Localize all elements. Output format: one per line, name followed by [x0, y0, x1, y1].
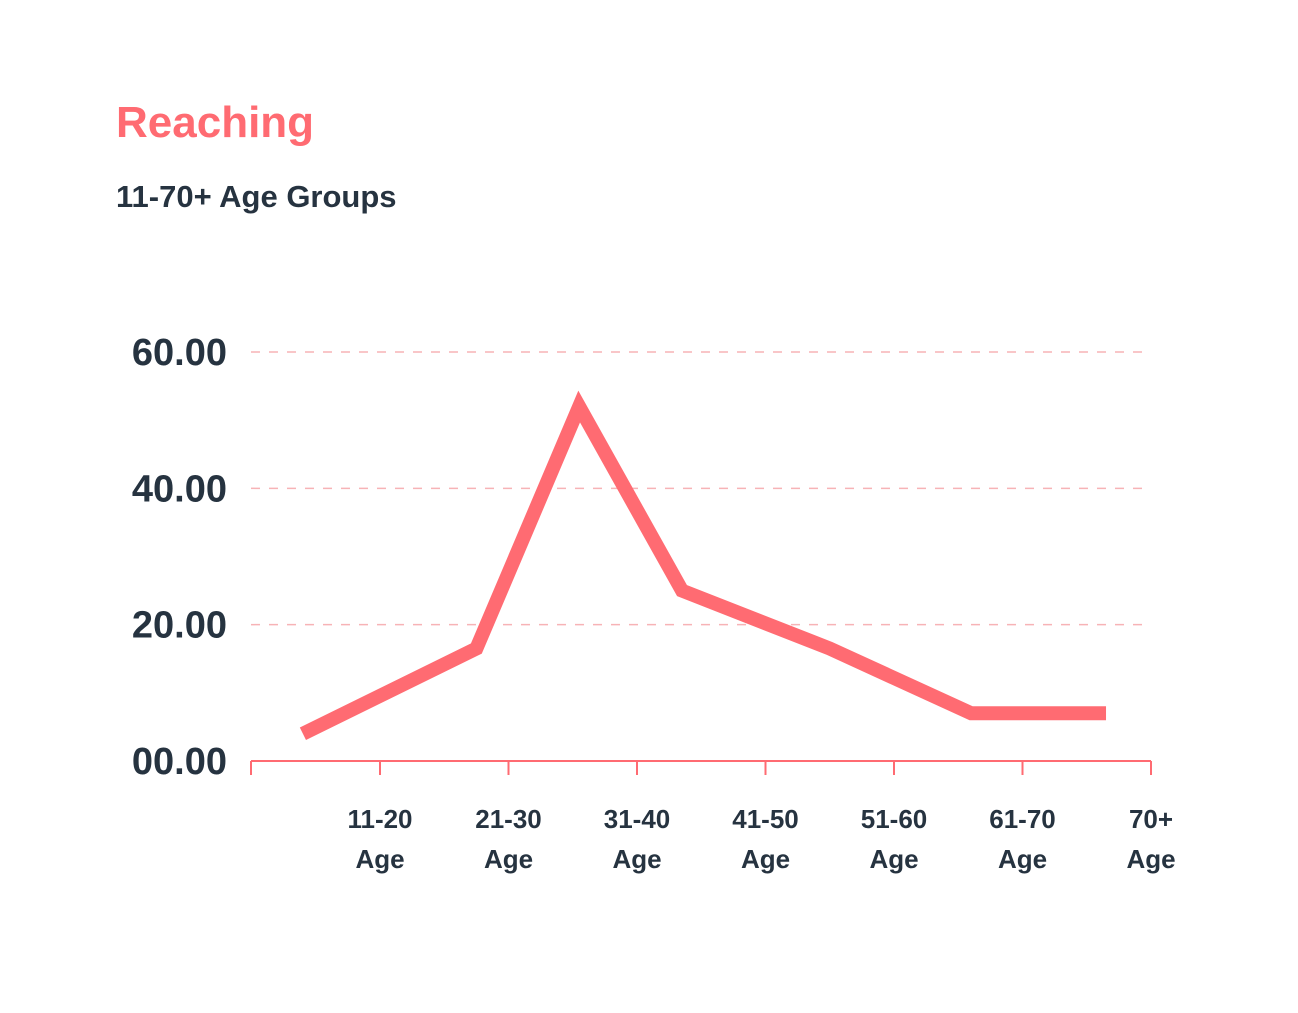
- x-tick-label: 41-50: [732, 804, 799, 834]
- x-tick-label-unit: Age: [1126, 844, 1175, 874]
- x-tick-label-unit: Age: [869, 844, 918, 874]
- x-tick-label: 21-30: [475, 804, 542, 834]
- x-tick-label: 70+: [1129, 804, 1173, 834]
- x-tick-label-unit: Age: [741, 844, 790, 874]
- y-tick-label: 60.00: [132, 332, 227, 374]
- x-tick-label-unit: Age: [484, 844, 533, 874]
- x-tick-label-unit: Age: [998, 844, 1047, 874]
- y-tick-label: 20.00: [132, 605, 227, 647]
- y-tick-label: 00.00: [132, 741, 227, 783]
- chart-subtitle: 11-70+ Age Groups: [116, 179, 397, 214]
- y-tick-label: 40.00: [132, 468, 227, 510]
- x-tick-label-unit: Age: [612, 844, 661, 874]
- series-line: [299, 390, 1107, 741]
- x-tick-label: 61-70: [989, 804, 1056, 834]
- x-tick-label: 51-60: [861, 804, 928, 834]
- x-tick-label: 31-40: [604, 804, 671, 834]
- chart-title: Reaching: [116, 98, 315, 147]
- x-tick-label-unit: Age: [355, 844, 404, 874]
- x-tick-label: 11-20: [347, 804, 412, 834]
